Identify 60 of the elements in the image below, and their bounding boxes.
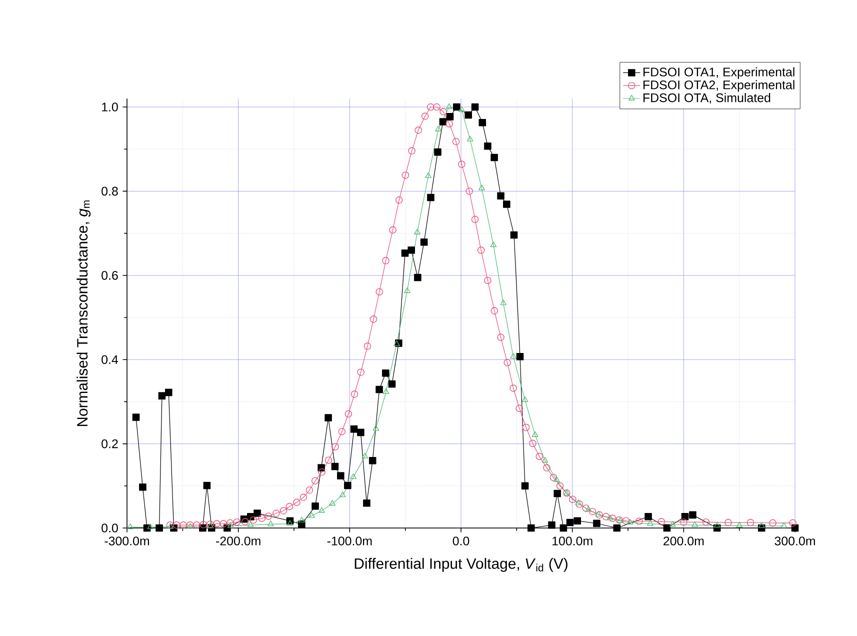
x-tick-label: -200.0m	[216, 536, 260, 546]
y-tick-label: 0.6	[102, 271, 118, 280]
point	[542, 457, 548, 463]
point	[692, 521, 698, 528]
point	[478, 184, 485, 190]
x-tick-label: -300.0m	[104, 536, 150, 546]
point	[626, 518, 634, 525]
point	[329, 500, 336, 506]
point	[227, 522, 234, 528]
point	[647, 520, 654, 526]
point	[382, 388, 390, 394]
point	[286, 520, 294, 526]
point	[736, 522, 743, 528]
point	[466, 136, 474, 142]
y-axis-title: Normalised Transconductance, g$_{m}$	[76, 200, 91, 426]
point	[435, 126, 442, 132]
legend-label: FDSOI OTA2, Experimental	[643, 80, 794, 92]
point	[308, 512, 315, 518]
x-axis-title: Differential Input Voltage, V$_{id}$ (V)	[354, 558, 568, 572]
point	[669, 520, 676, 527]
point	[780, 522, 788, 528]
y-tick-label: 0.8	[102, 186, 118, 196]
point	[147, 524, 154, 530]
point	[446, 103, 452, 110]
point	[318, 507, 325, 513]
point	[575, 500, 582, 506]
point	[606, 514, 614, 520]
legend-label: FDSOI OTA, Simulated	[643, 93, 770, 104]
point	[267, 520, 274, 526]
point	[510, 353, 517, 359]
point	[414, 228, 420, 234]
point	[553, 476, 560, 482]
y-tick-label: 0.0	[102, 524, 118, 532]
point	[393, 340, 400, 346]
point	[350, 473, 357, 480]
y-tick-label: 1.0	[102, 102, 118, 112]
point	[522, 396, 528, 402]
x-tick-label: 0.0	[452, 536, 470, 546]
point	[532, 431, 538, 437]
legend-label: FDSOI OTA1, Experimental	[643, 67, 794, 79]
point	[362, 452, 368, 458]
point	[490, 241, 497, 248]
x-tick-label: -100.0m	[327, 536, 372, 546]
point	[458, 106, 465, 112]
point	[127, 524, 134, 530]
y-tick-label: 0.4	[102, 355, 118, 364]
point	[372, 425, 380, 431]
point	[425, 172, 432, 178]
x-tick-label: 200.0m	[664, 536, 704, 546]
point	[758, 522, 765, 528]
y-tick-label: 0.2	[102, 439, 118, 448]
point	[298, 516, 305, 522]
x-tick-label: 100.0m	[552, 536, 592, 546]
point	[404, 287, 410, 293]
point	[500, 300, 507, 306]
point	[585, 506, 592, 512]
point	[247, 521, 254, 528]
x-tick-label: 300.0m	[774, 536, 815, 546]
point	[714, 522, 720, 528]
point	[339, 492, 346, 498]
